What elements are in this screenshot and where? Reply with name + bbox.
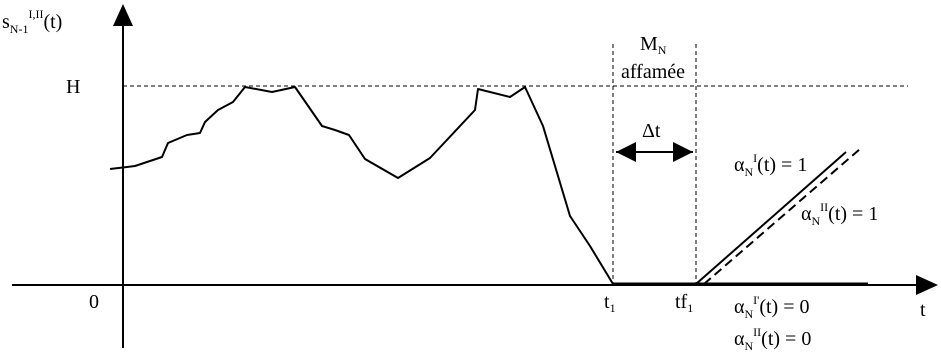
- x-axis-label: t: [920, 299, 926, 321]
- alpha2-dashed-line: [703, 148, 861, 285]
- alpha1-zero-label: αNI'(t) = 0: [734, 293, 809, 321]
- y-axis-label: sN-1I,II(t): [2, 7, 62, 36]
- machine-label: MN: [640, 33, 667, 57]
- alpha2-zero-label: αNII(t) = 0: [734, 325, 811, 353]
- delta-t-label: Δt: [642, 120, 661, 142]
- tf1-label: tf1: [675, 291, 693, 315]
- t1-label: t1: [604, 291, 616, 315]
- alpha2-one-label: αNII(t) = 1: [801, 200, 878, 228]
- stock-curve: [109, 86, 614, 285]
- y-axis-arrowhead: [113, 4, 133, 26]
- alpha1-one-label: αNI(t) = 1: [734, 151, 807, 179]
- x-axis-arrowhead: [916, 275, 938, 295]
- starved-word: affamée: [621, 61, 685, 83]
- alpha1-solid-line: [695, 151, 847, 285]
- h-label: H: [66, 76, 80, 98]
- origin-label: 0: [89, 291, 99, 313]
